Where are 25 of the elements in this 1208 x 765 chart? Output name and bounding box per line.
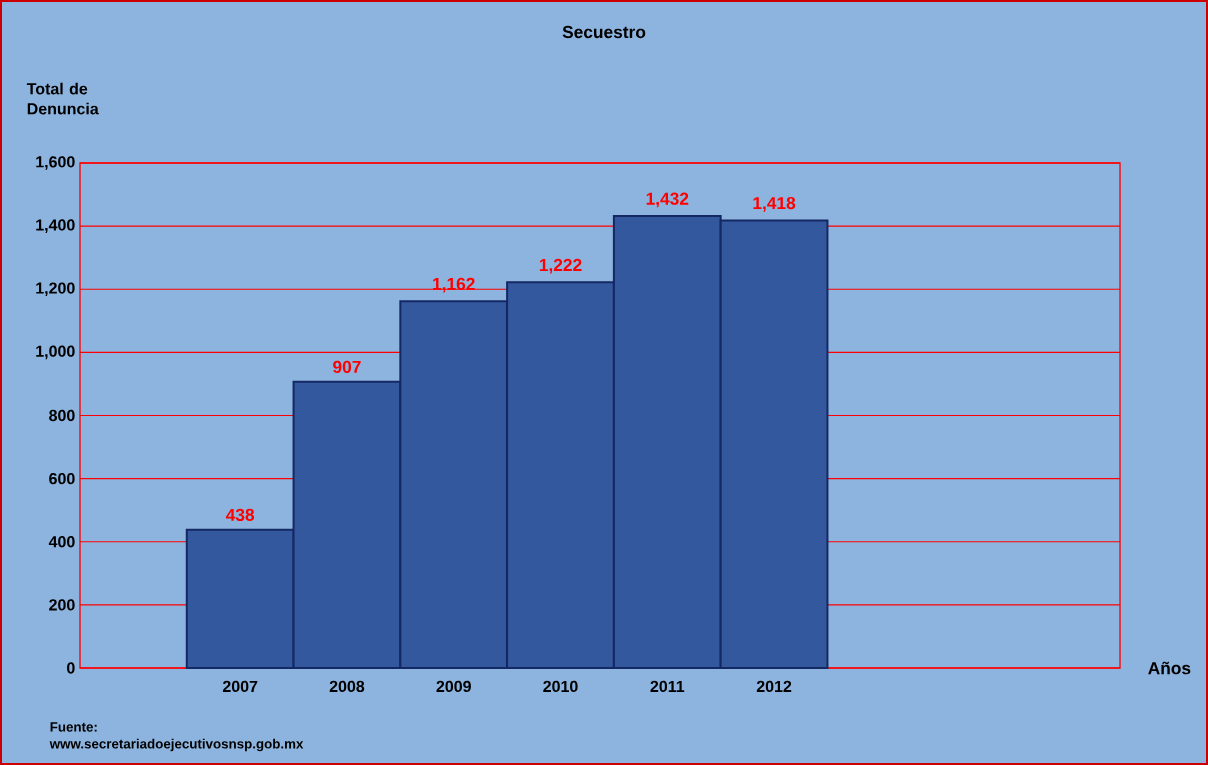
y-axis-title: Total de Denuncia xyxy=(26,82,99,115)
x-tick-label: 2011 xyxy=(650,680,685,693)
x-tick-label: 2008 xyxy=(329,680,365,693)
x-tick-label: 2012 xyxy=(756,680,792,693)
x-tick-label: 2009 xyxy=(436,680,471,693)
y-tick-label: 400 xyxy=(48,536,75,548)
y-tick-label: 200 xyxy=(49,599,75,611)
data-label: 907 xyxy=(333,360,361,374)
text: www.secretariadoejecutivosnsp.gob.mx xyxy=(49,738,304,752)
y-tick-label: 800 xyxy=(49,409,75,422)
x-tick-label: 2007 xyxy=(222,680,258,693)
x-axis-title: Años xyxy=(1148,661,1191,675)
data-label: 438 xyxy=(225,508,255,522)
y-tick-label: 1,200 xyxy=(36,282,75,297)
source-note: Fuente: xyxy=(50,722,97,732)
y-tick-label: 0 xyxy=(67,662,75,674)
y-tick-label: 1,400 xyxy=(36,219,75,233)
y-tick-label: 600 xyxy=(49,472,75,485)
y-tick-label: 1,000 xyxy=(36,345,75,360)
x-tick-label: 2010 xyxy=(543,680,578,693)
y-tick-label: 1,600 xyxy=(36,156,75,170)
data-label: 1,432 xyxy=(646,192,689,208)
data-label: 1,222 xyxy=(539,258,582,274)
data-label: 1,418 xyxy=(753,196,796,212)
chart-title: Secuestro xyxy=(562,25,646,39)
